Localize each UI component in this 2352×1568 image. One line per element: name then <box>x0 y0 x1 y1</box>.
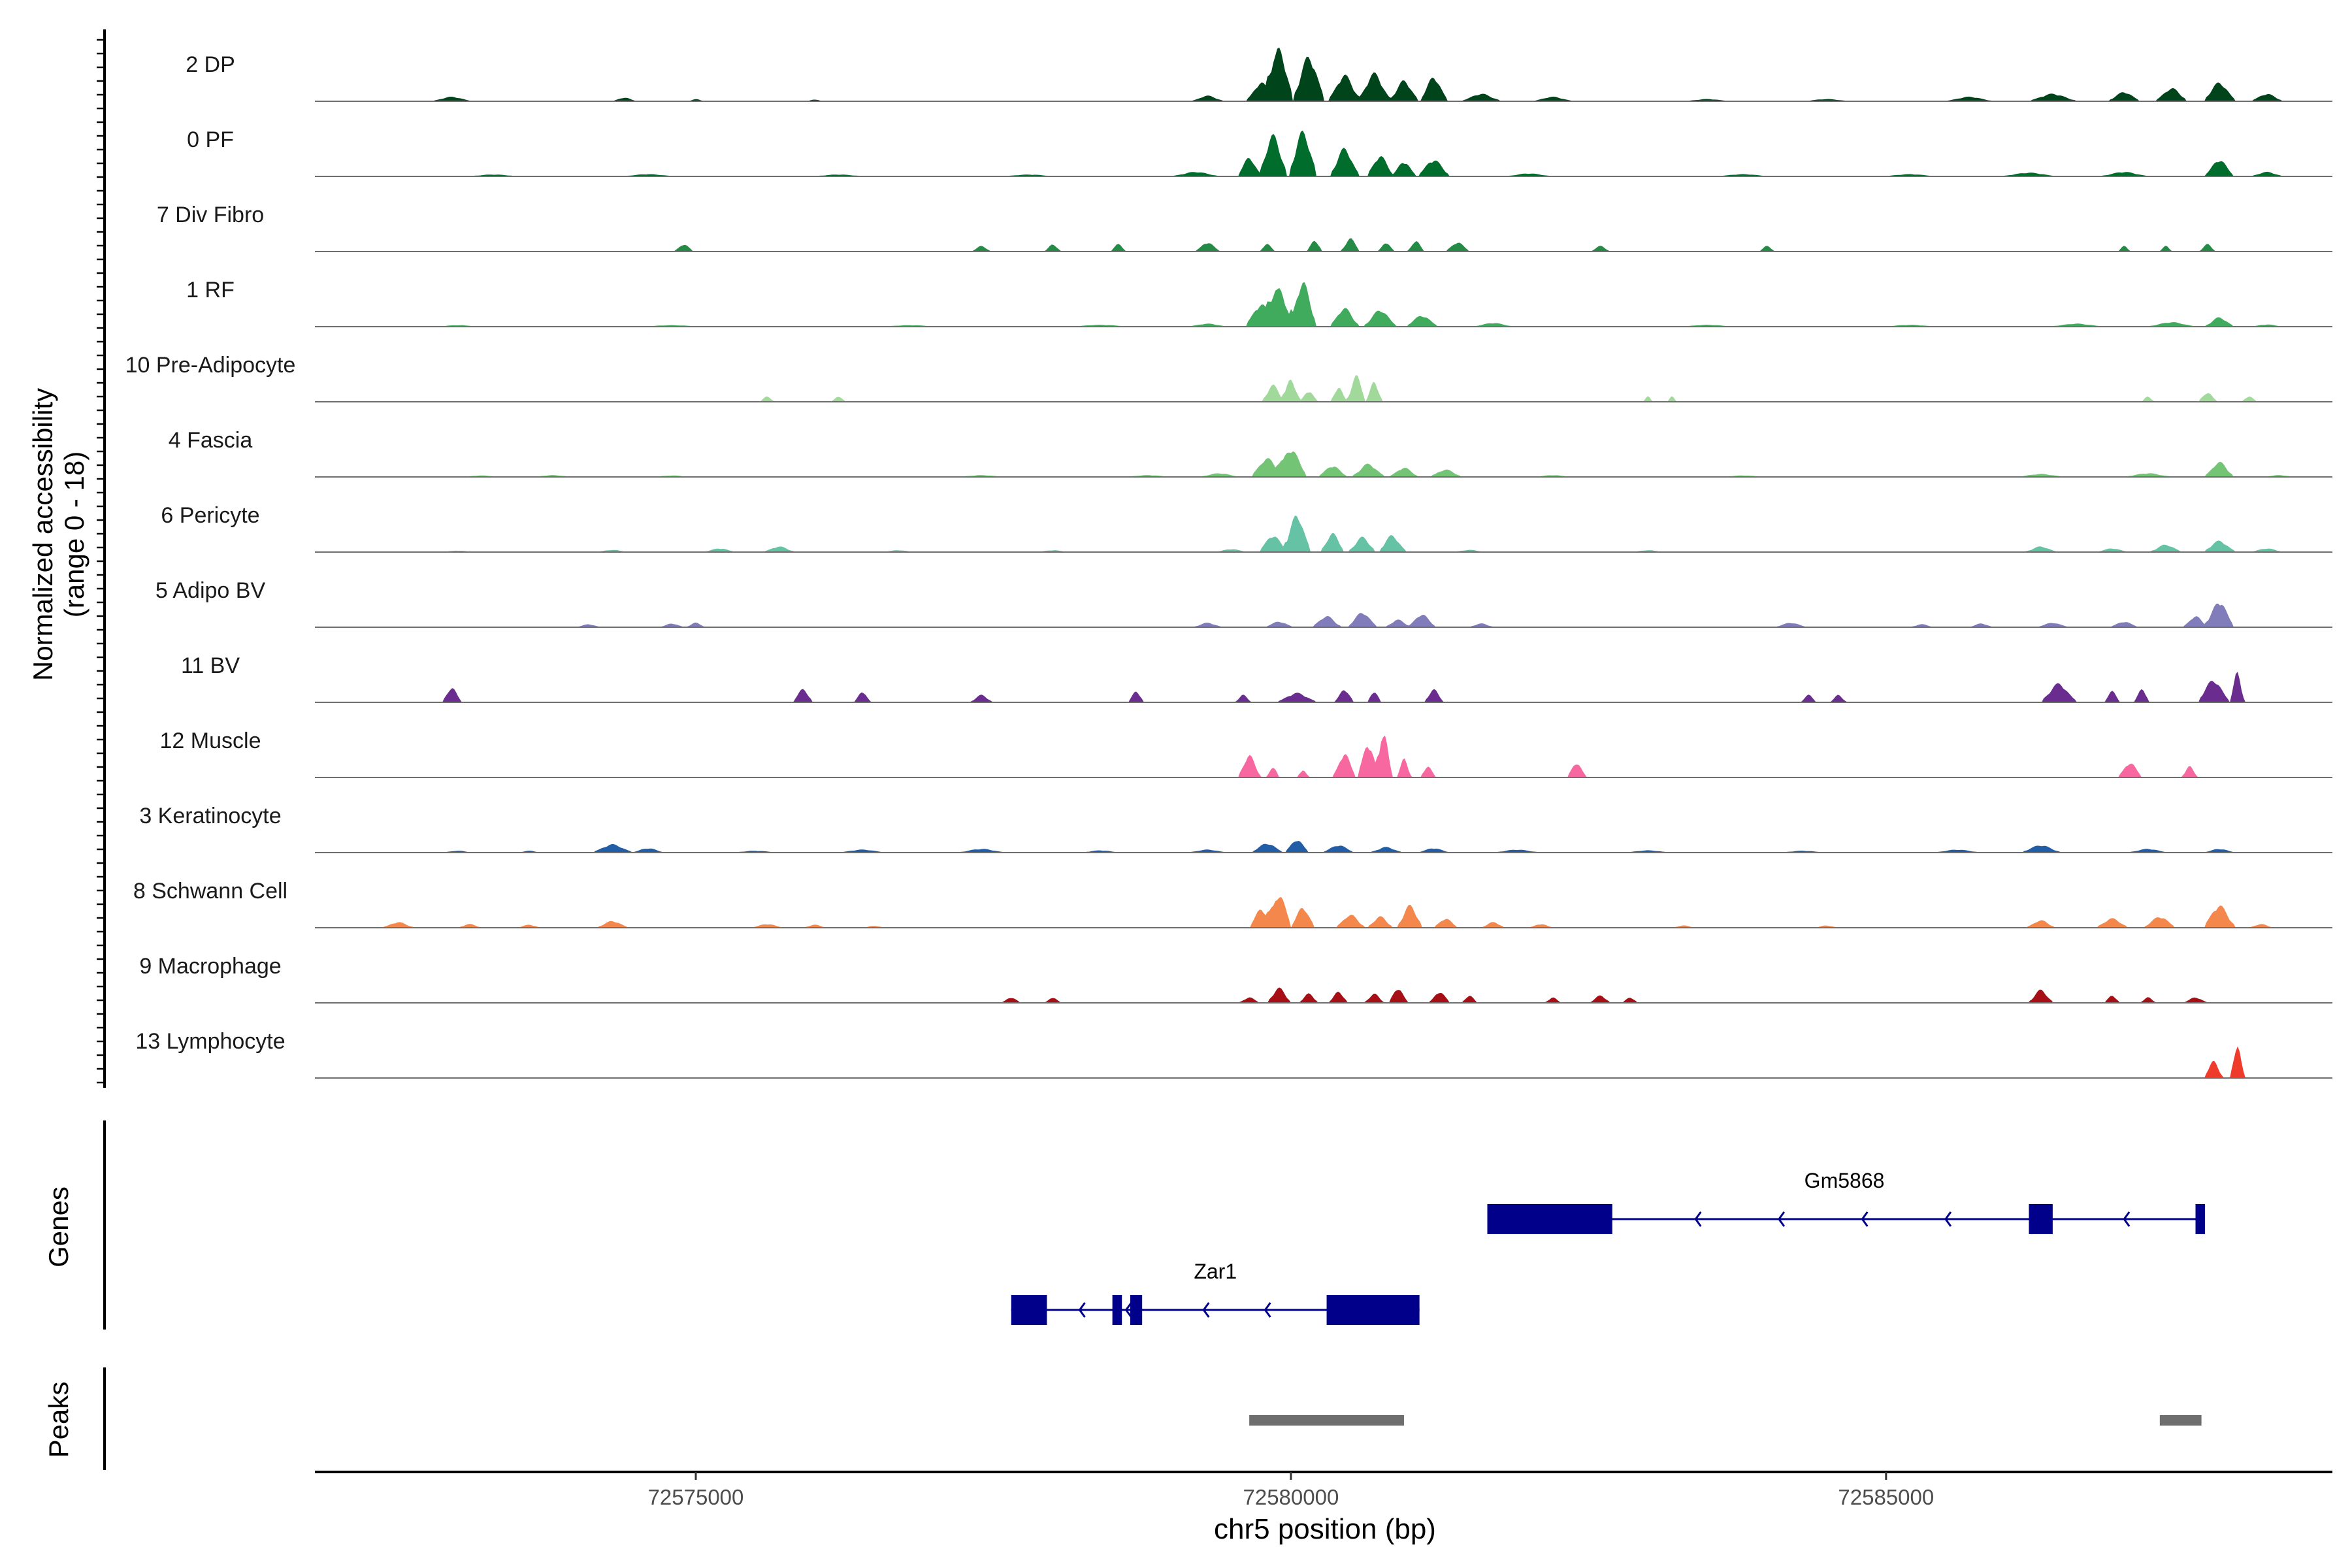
strand-arrow <box>1078 1302 1086 1318</box>
coverage-y-axis <box>97 29 106 1088</box>
x-axis-title: chr5 position (bp) <box>1214 1513 1436 1545</box>
track-label: 7 Div Fibro <box>157 203 264 227</box>
gene-exon <box>1130 1295 1143 1325</box>
strand-arrow <box>1124 1302 1132 1318</box>
track-label: 13 Lymphocyte <box>135 1029 285 1054</box>
x-tick-label: 72575000 <box>648 1485 744 1509</box>
x-axis: 72575000 72580000 72585000 <box>315 1471 2332 1509</box>
strand-arrow <box>1202 1302 1210 1318</box>
track-label: 1 RF <box>186 278 235 302</box>
coverage-area <box>315 238 2332 252</box>
track-label: 2 DP <box>186 52 235 77</box>
track-label: 9 Macrophage <box>139 954 281 979</box>
coverage-area <box>315 672 2332 702</box>
track-label: 3 Keratinocyte <box>139 804 281 828</box>
gene-exon <box>1487 1204 1612 1234</box>
track-label: 10 Pre-Adipocyte <box>125 353 296 378</box>
peak-region <box>2159 1415 2202 1426</box>
coverage-area <box>315 896 2332 928</box>
track-label: 4 Fascia <box>169 428 253 453</box>
y-axis-title: Normalized accessibility <box>27 388 58 681</box>
strand-arrow <box>2123 1211 2131 1227</box>
gene-label: Zar1 <box>1194 1260 1237 1283</box>
gene-exon <box>2195 1204 2206 1234</box>
genes-panel-label: Genes <box>43 1186 74 1267</box>
genes-panel: Gm5868 Zar1 <box>103 1120 2206 1330</box>
peaks-panel <box>103 1367 2202 1470</box>
track-label: 5 Adipo BV <box>155 578 266 603</box>
coverage-tracks: 2 DP 0 PF 7 Div Fibro 1 RF 10 Pre-Adipocyte 4… <box>125 47 2332 1079</box>
gene-exon <box>1112 1295 1122 1325</box>
strand-arrow <box>1777 1211 1786 1227</box>
coverage-area <box>315 603 2332 627</box>
coverage-area <box>315 130 2332 176</box>
strand-arrow <box>1861 1211 1869 1227</box>
coverage-area <box>315 451 2332 477</box>
track-label: 6 Pericyte <box>161 503 259 528</box>
peaks-panel-label: Peaks <box>43 1382 74 1458</box>
strand-arrow <box>1264 1302 1271 1318</box>
coverage-area <box>315 515 2332 552</box>
track-label: 12 Muscle <box>160 728 261 753</box>
coverage-area <box>315 282 2332 327</box>
x-tick-label: 72580000 <box>1243 1485 1339 1509</box>
gene-exon <box>2029 1204 2053 1234</box>
coverage-area <box>315 1046 2332 1078</box>
track-label: 11 BV <box>181 653 240 678</box>
gene-label: Gm5868 <box>1805 1169 1885 1192</box>
x-tick-label: 72585000 <box>1838 1485 1934 1509</box>
coverage-area <box>315 841 2332 853</box>
coverage-area <box>315 375 2332 402</box>
track-label: 8 Schwann Cell <box>133 879 287 904</box>
gene-exon <box>1326 1295 1420 1325</box>
strand-arrow <box>1694 1211 1702 1227</box>
gene-exon <box>1011 1295 1047 1325</box>
y-axis-range-label: (range 0 - 18) <box>59 451 90 617</box>
coverage-area <box>315 735 2332 777</box>
track-label: 0 PF <box>187 127 234 152</box>
coverage-area <box>315 47 2332 101</box>
strand-arrow <box>1944 1211 1952 1227</box>
coverage-area <box>315 987 2332 1003</box>
peak-region <box>1249 1415 1404 1426</box>
